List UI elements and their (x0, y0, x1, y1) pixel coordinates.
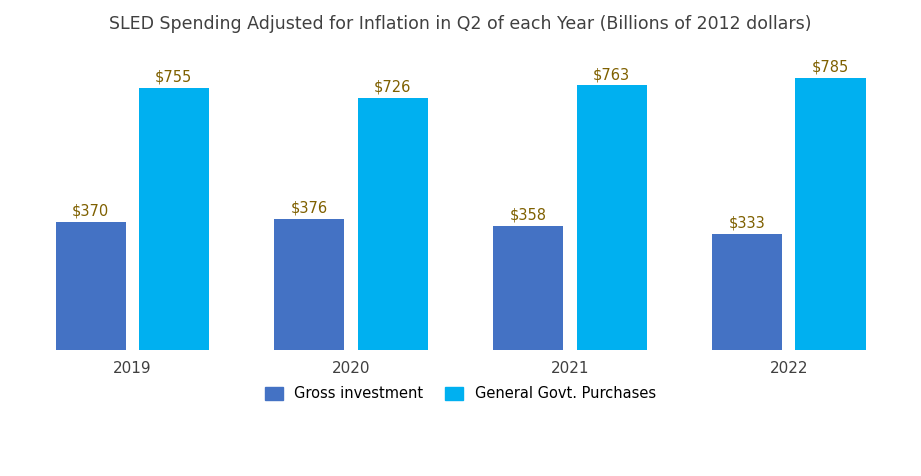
Text: $376: $376 (291, 201, 328, 216)
Bar (494, 226, 564, 349)
Bar (796, 78, 866, 349)
Bar (357, 98, 427, 349)
Text: $333: $333 (729, 216, 765, 231)
Text: $726: $726 (374, 80, 412, 95)
Bar (577, 86, 647, 349)
Legend: Gross investment, General Govt. Purchases: Gross investment, General Govt. Purchase… (258, 379, 663, 408)
Bar (55, 221, 125, 349)
Text: $763: $763 (593, 67, 630, 82)
Bar (139, 88, 209, 349)
Text: $370: $370 (72, 203, 110, 218)
Bar (712, 234, 782, 349)
Text: $785: $785 (811, 60, 849, 74)
Text: $755: $755 (155, 70, 192, 85)
Bar (274, 219, 344, 349)
Text: $358: $358 (510, 207, 547, 222)
Title: SLED Spending Adjusted for Inflation in Q2 of each Year (Billions of 2012 dollar: SLED Spending Adjusted for Inflation in … (110, 15, 811, 33)
